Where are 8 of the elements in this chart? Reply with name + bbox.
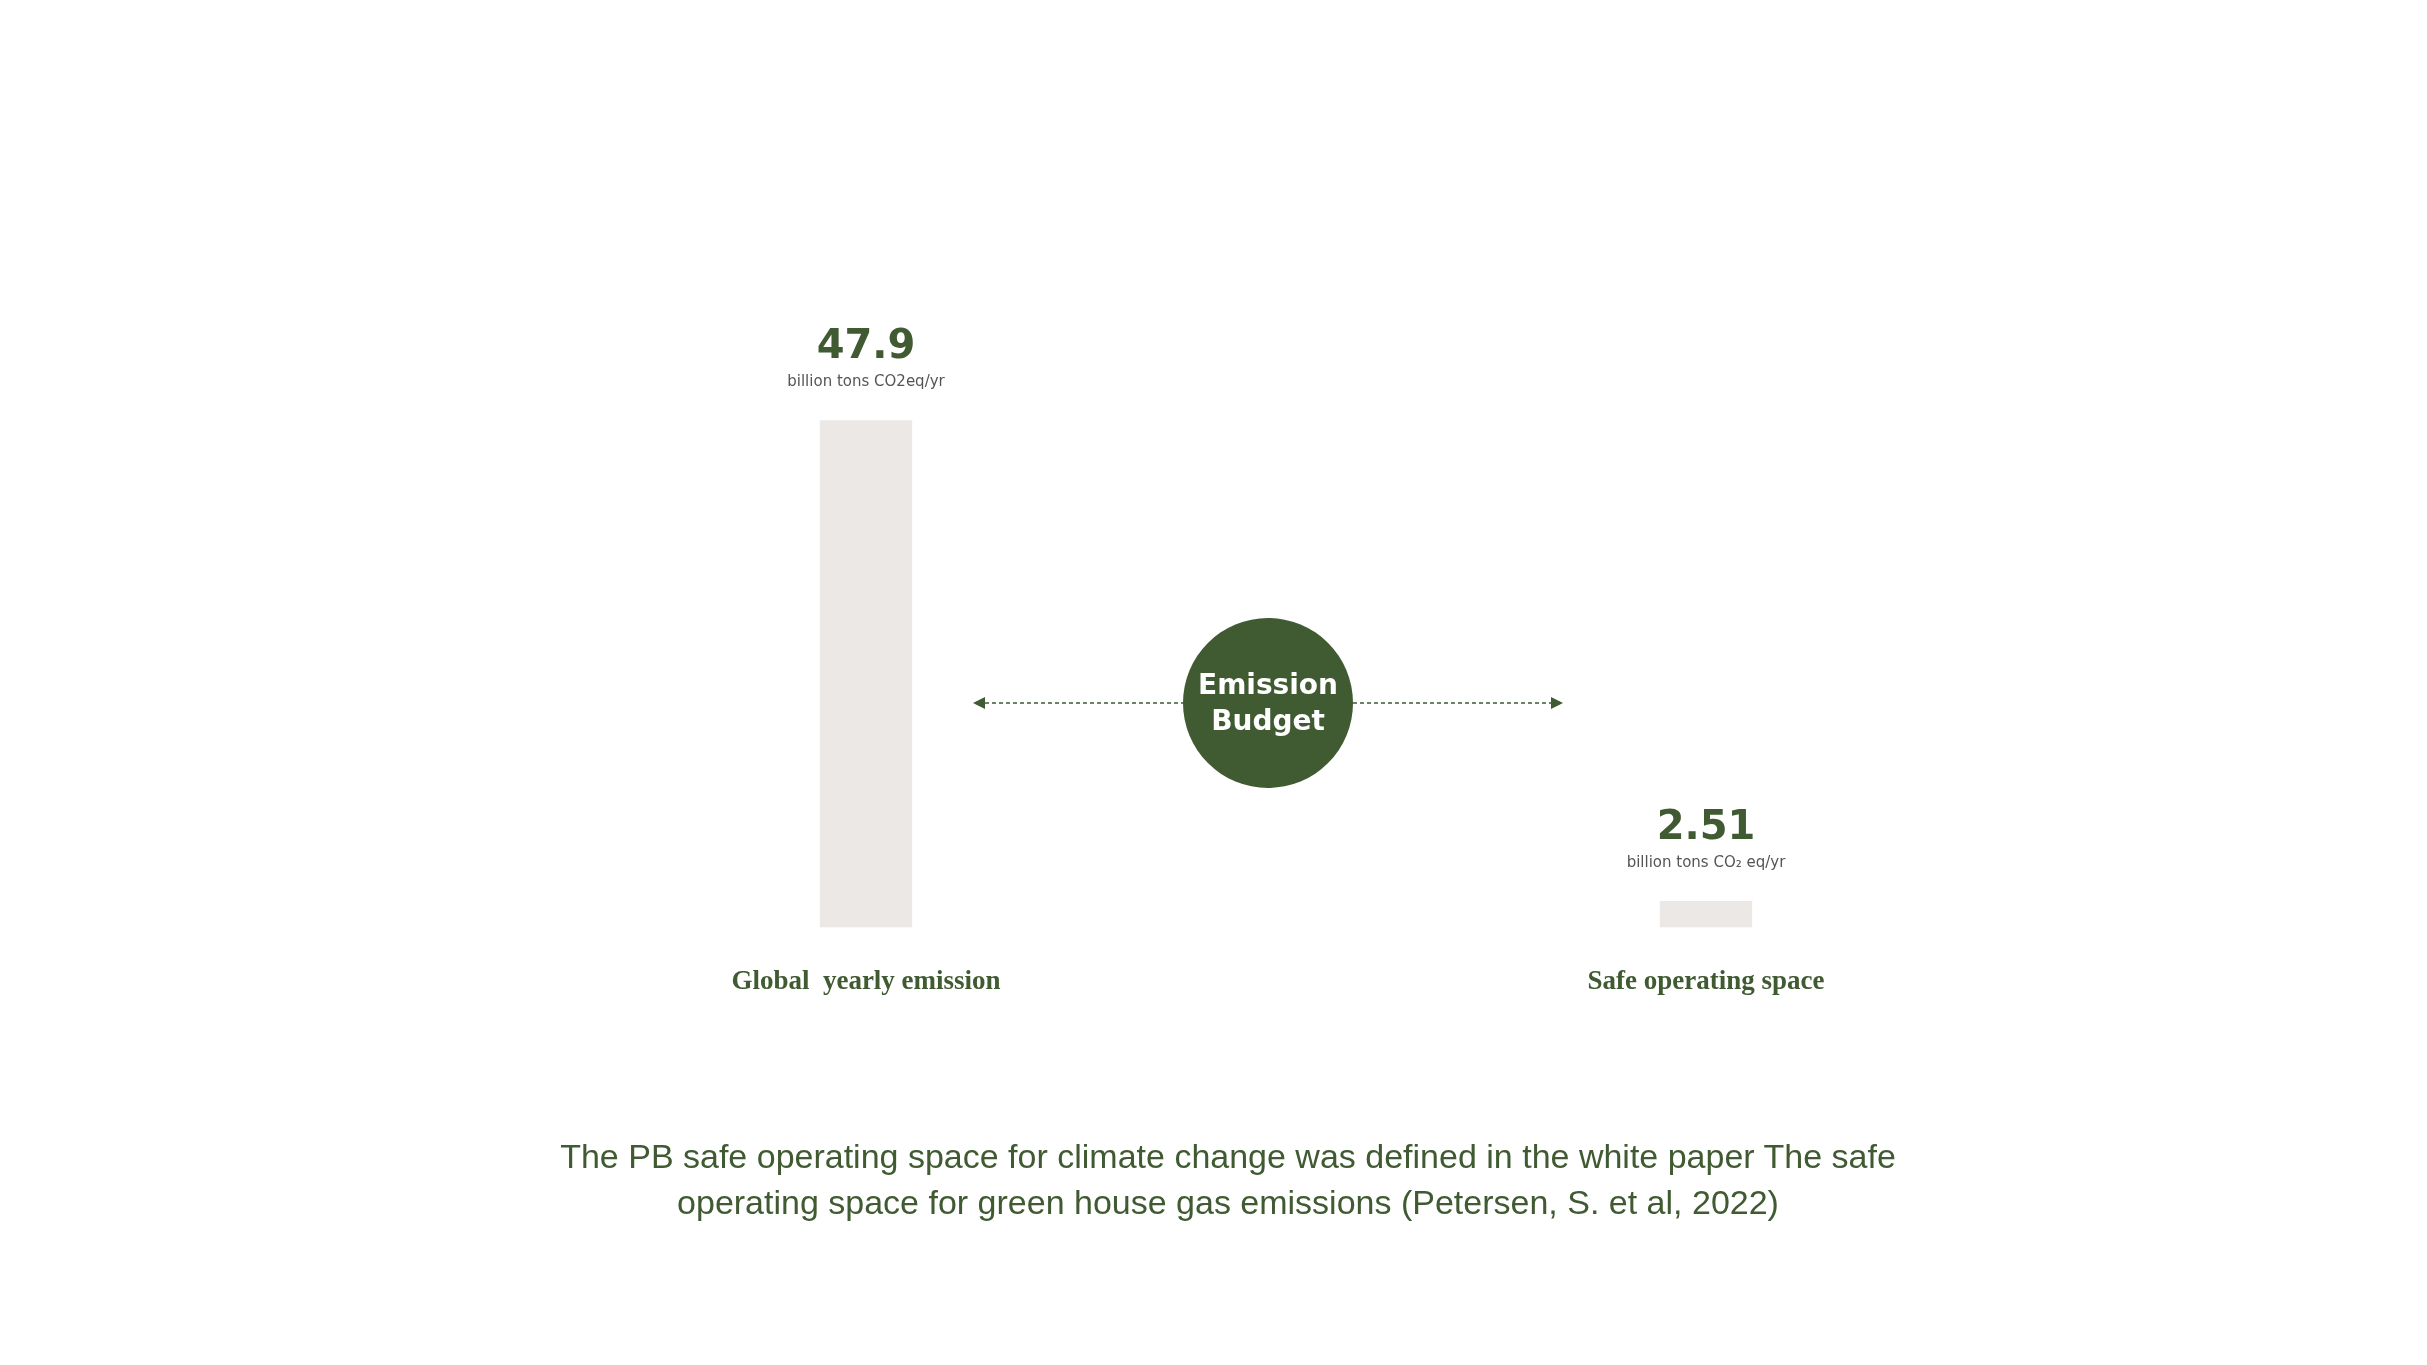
- text: The PB safe operating space for climate change was defined in the white paper The safe operating space for green house gas emissions (Petersen, S. et al, 2022): [559, 1136, 1897, 1223]
- x-tick-label: Global yearly emission: [731, 964, 1001, 995]
- annotation: billion tons CO₂ eq/yr: [1626, 853, 1787, 872]
- annotation: billion tons CO2eq/yr: [787, 372, 946, 391]
- data-label: 47.9: [816, 321, 916, 368]
- circle-badge: Emission Budget: [1183, 618, 1353, 788]
- x-tick-label: Safe operating space: [1587, 964, 1825, 995]
- data-label: 2.51: [1656, 802, 1756, 849]
